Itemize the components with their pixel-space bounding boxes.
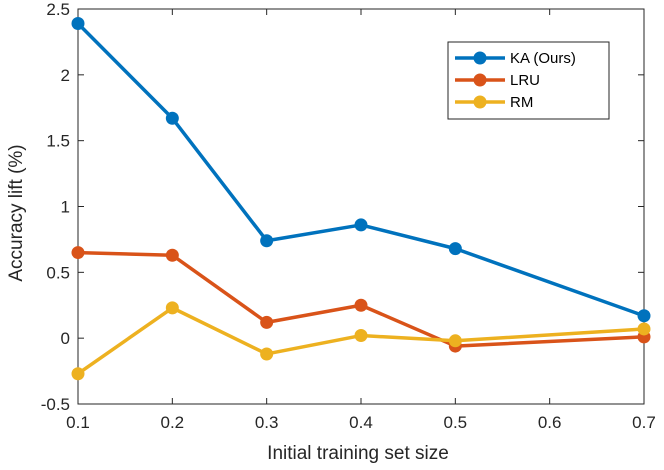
data-point-ka-ours — [71, 16, 85, 30]
data-point-rm — [71, 367, 85, 381]
y-tick-label: 0 — [61, 329, 70, 348]
x-tick-label: 0.2 — [161, 413, 185, 432]
data-point-lru — [165, 248, 179, 262]
data-point-ka-ours — [354, 218, 368, 232]
y-tick-label: 1 — [61, 198, 70, 217]
legend-label-rm: RM — [510, 94, 533, 111]
x-tick-label: 0.7 — [632, 413, 656, 432]
data-point-ka-ours — [637, 309, 651, 323]
data-point-lru — [260, 315, 274, 329]
data-point-rm — [260, 347, 274, 361]
series-line-lru — [77, 250, 645, 348]
y-tick-label: 2.5 — [46, 0, 70, 19]
y-tick-label: 0.5 — [46, 263, 70, 282]
series-line-ka-ours — [76, 22, 645, 318]
data-point-ka-ours — [448, 242, 462, 256]
y-tick-label: 1.5 — [46, 132, 70, 151]
legend-marker-rm — [473, 95, 487, 109]
x-tick-label: 0.1 — [66, 413, 90, 432]
data-point-lru — [71, 246, 85, 260]
legend-marker-lru — [473, 73, 487, 87]
data-point-lru — [354, 298, 368, 312]
y-tick-label: 2 — [61, 66, 70, 85]
series-line-rm — [76, 306, 645, 376]
legend: KA (Ours) LRU RM — [447, 41, 610, 120]
legend-label-lru: LRU — [510, 72, 540, 89]
x-tick-label: 0.5 — [444, 413, 468, 432]
data-point-ka-ours — [165, 111, 179, 125]
y-axis-title: Accuracy lift (%) — [6, 144, 27, 281]
x-tick-label: 0.4 — [349, 413, 373, 432]
x-axis-title: Initial training set size — [267, 443, 449, 464]
data-point-ka-ours — [260, 234, 274, 248]
data-point-rm — [165, 301, 179, 315]
data-point-rm — [637, 322, 651, 336]
legend-marker-ka-ours — [473, 51, 487, 65]
y-tick-label: -0.5 — [41, 395, 70, 414]
x-tick-label: 0.3 — [255, 413, 279, 432]
data-point-rm — [448, 334, 462, 348]
data-point-rm — [354, 329, 368, 343]
series-layer — [71, 16, 651, 381]
x-tick-label: 0.6 — [538, 413, 562, 432]
legend-label-ka-ours: KA (Ours) — [510, 50, 576, 67]
